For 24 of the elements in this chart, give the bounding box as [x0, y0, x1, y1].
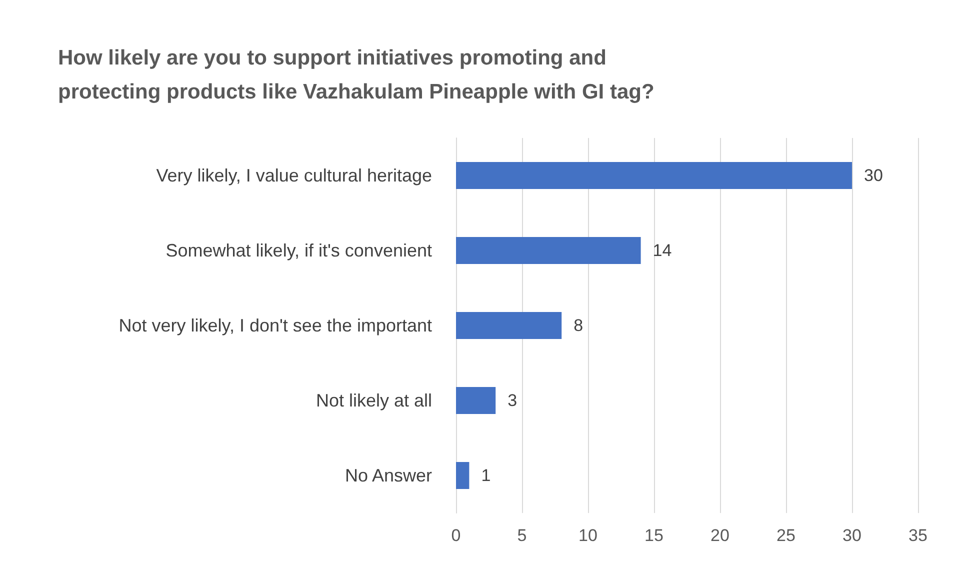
data-label: 1	[481, 466, 491, 485]
bar	[456, 237, 641, 264]
x-tick-label: 10	[578, 526, 598, 545]
x-tick-label: 35	[908, 526, 928, 545]
y-tick-label: Somewhat likely, if it's convenient	[166, 240, 432, 260]
bar	[456, 462, 470, 489]
data-label: 8	[574, 316, 584, 335]
x-tick-label: 30	[842, 526, 862, 545]
y-tick-label: Not likely at all	[316, 390, 432, 410]
x-tick-label: 20	[710, 526, 730, 545]
y-tick-label: Very likely, I value cultural heritage	[156, 166, 432, 186]
x-tick-label: 5	[517, 526, 527, 545]
x-tick-label: 15	[644, 526, 664, 545]
x-tick-label: 25	[776, 526, 796, 545]
bar	[456, 387, 496, 414]
y-tick-label: Not very likely, I don't see the important	[118, 316, 432, 336]
y-tick-label: No Answer	[344, 466, 432, 486]
chart-title: How likely are you to support initiatives promoting and protecting products like Vazhakulam Pineapple with GI tag?	[58, 46, 654, 104]
x-tick-label: 0	[451, 526, 461, 545]
data-label: 14	[652, 241, 672, 260]
bar	[456, 312, 562, 339]
bar	[456, 162, 852, 189]
data-label: 30	[864, 166, 883, 185]
data-label: 3	[508, 391, 518, 410]
